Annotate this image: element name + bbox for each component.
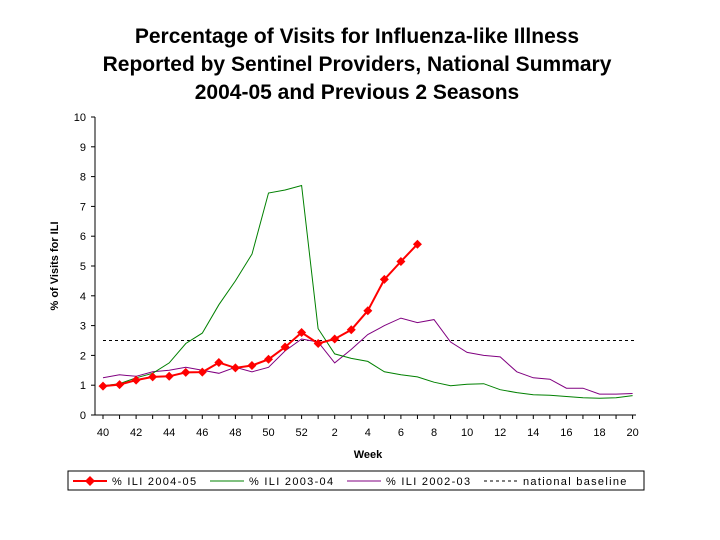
data-point-2004-05	[230, 363, 240, 373]
data-point-2004-05	[379, 274, 389, 284]
x-tick-label: 16	[560, 427, 572, 439]
y-tick-label: 8	[80, 172, 86, 184]
y-tick-label: 6	[80, 231, 86, 243]
data-point-2004-05	[164, 371, 174, 381]
x-tick-label: 44	[163, 427, 175, 439]
x-axis-title: Week	[354, 449, 383, 461]
data-point-2004-05	[396, 257, 406, 267]
data-point-2004-05	[181, 367, 191, 377]
data-point-2004-05	[363, 306, 373, 316]
legend-label-2004-05: % ILI 2004-05	[112, 476, 197, 488]
y-axis-ticks: 0 1 2 3 4 5 6 7 8 9 10	[74, 112, 95, 422]
y-tick-label: 1	[80, 380, 86, 392]
series-layer	[98, 184, 633, 399]
x-tick-label: 14	[527, 427, 539, 439]
data-point-2004-05	[197, 367, 207, 377]
legend-marker-diamond	[85, 476, 95, 486]
x-tick-label: 42	[130, 427, 142, 439]
legend-item-baseline: national baseline	[484, 476, 628, 488]
data-point-2004-05	[330, 334, 340, 344]
x-tick-label: 8	[431, 427, 437, 439]
legend-label-2003-04: % ILI 2003-04	[249, 476, 334, 488]
y-tick-label: 4	[80, 291, 86, 303]
data-point-2004-05	[98, 381, 108, 391]
series-line-2003-04	[102, 184, 633, 399]
data-point-2004-05	[148, 372, 158, 382]
data-point-2004-05	[247, 361, 257, 371]
legend-item-2003-04: % ILI 2003-04	[210, 476, 334, 488]
data-point-2004-05	[115, 380, 125, 390]
x-tick-label: 6	[398, 427, 404, 439]
y-tick-label: 3	[80, 321, 86, 333]
chart-title-line-2: Reported by Sentinel Providers, National…	[103, 53, 612, 76]
data-point-2004-05	[412, 239, 422, 249]
x-tick-label: 40	[97, 427, 109, 439]
data-point-2004-05	[313, 338, 323, 348]
legend-item-2002-03: % ILI 2002-03	[347, 476, 471, 488]
y-tick-label: 5	[80, 261, 86, 273]
x-axis-ticks: 40 42 44 46 48 50 52 2 4 6 8 10 12 14 16 18 20	[97, 415, 639, 439]
legend-item-2004-05: % ILI 2004-05	[73, 476, 197, 488]
x-tick-label: 2	[332, 427, 338, 439]
series-line-2002-03	[102, 317, 633, 395]
data-point-2004-05	[280, 342, 290, 352]
chart-title-line-3: 2004-05 and Previous 2 Seasons	[195, 81, 520, 104]
series-line-2004-05	[102, 243, 419, 388]
data-point-2004-05	[297, 327, 307, 337]
x-tick-label: 10	[461, 427, 473, 439]
y-axis-title: % of Visits for ILI	[49, 221, 61, 310]
data-point-2004-05	[131, 375, 141, 385]
x-tick-label: 50	[262, 427, 274, 439]
chart-title-line-1: Percentage of Visits for Influenza-like …	[135, 25, 579, 48]
y-tick-label: 7	[80, 201, 86, 213]
data-point-2004-05	[346, 325, 356, 335]
legend-label-2002-03: % ILI 2002-03	[386, 476, 471, 488]
x-tick-label: 48	[229, 427, 241, 439]
y-tick-label: 2	[80, 350, 86, 362]
x-tick-label: 46	[196, 427, 208, 439]
x-tick-label: 18	[593, 427, 605, 439]
y-tick-label: 9	[80, 142, 86, 154]
data-point-2004-05	[214, 358, 224, 368]
y-tick-label: 10	[74, 112, 86, 124]
x-tick-label: 52	[295, 427, 307, 439]
x-tick-label: 12	[494, 427, 506, 439]
legend: % ILI 2004-05 % ILI 2003-04 % ILI 2002-0…	[67, 470, 645, 491]
x-tick-label: 20	[626, 427, 638, 439]
data-point-2004-05	[264, 354, 273, 364]
y-tick-label: 0	[80, 410, 86, 422]
legend-label-baseline: national baseline	[523, 476, 628, 488]
x-tick-label: 4	[365, 427, 371, 439]
